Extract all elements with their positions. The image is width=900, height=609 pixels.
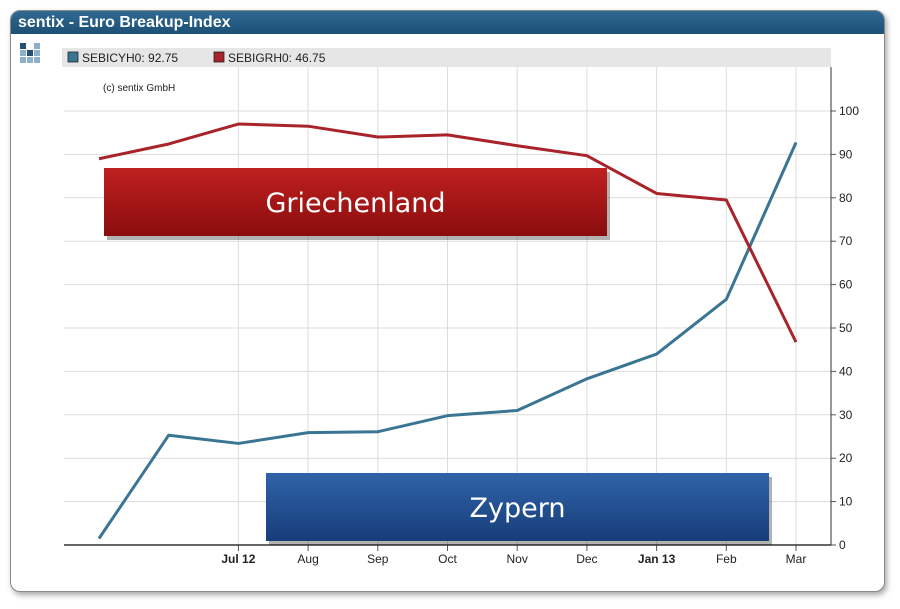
x-tick-label: Dec [576, 552, 597, 566]
legend-label: SEBIGRH0: 46.75 [228, 51, 326, 65]
x-tick-label: Aug [297, 552, 318, 566]
window-title: sentix - Euro Breakup-Index [11, 11, 884, 34]
y-tick-label: 70 [839, 234, 853, 248]
x-tick-label: Jul 12 [221, 552, 255, 566]
series-lines [97, 122, 798, 540]
y-tick-label: 100 [839, 104, 859, 118]
y-tick-label: 90 [839, 147, 853, 161]
legend-bar [62, 48, 831, 67]
y-tick-label: 20 [839, 451, 853, 465]
copyright-text: (c) sentix GmbH [103, 83, 175, 94]
legend-swatch [67, 51, 79, 63]
chart-panel: 0 10 20 30 40 50 60 70 80 90 100 Jul 12 Aug Sep Oct Nov… [10, 10, 885, 592]
y-tick-label: 50 [839, 321, 853, 335]
y-tick-label: 40 [839, 364, 853, 378]
y-tick-label: 60 [839, 278, 853, 292]
y-tick-label: 30 [839, 408, 853, 422]
x-tick-label: Sep [367, 552, 389, 566]
y-tick-label: 80 [839, 191, 853, 205]
legend-swatch [213, 51, 225, 63]
x-tick-label: Oct [438, 552, 457, 566]
logo-icon [20, 43, 40, 63]
annotation-label: Zypern [470, 493, 566, 524]
x-tick-label: Feb [716, 552, 737, 566]
annotation-banners: Griechenland Zypern [104, 168, 772, 545]
y-tick-label: 10 [839, 495, 853, 509]
axes: 0 10 20 30 40 50 60 70 80 90 100 Jul 12 Aug Sep Oct Nov… [64, 67, 859, 566]
series-line-sebigrh0 [98, 122, 798, 343]
x-tick-label: Nov [507, 552, 528, 566]
y-tick-label: 0 [839, 538, 846, 552]
annotation-banner [104, 168, 607, 236]
annotation-label: Griechenland [265, 188, 445, 219]
legend: SEBICYH0: 92.75 SEBIGRH0: 46.75 [67, 51, 326, 65]
legend-label: SEBICYH0: 92.75 [82, 51, 178, 65]
chart: 0 10 20 30 40 50 60 70 80 90 100 Jul 12 Aug Sep Oct Nov… [20, 43, 859, 566]
x-tick-label: Jan 13 [638, 552, 676, 566]
series-line-sebicyh0 [97, 141, 798, 540]
x-tick-label: Mar [786, 552, 807, 566]
annotation-banner [266, 473, 769, 541]
